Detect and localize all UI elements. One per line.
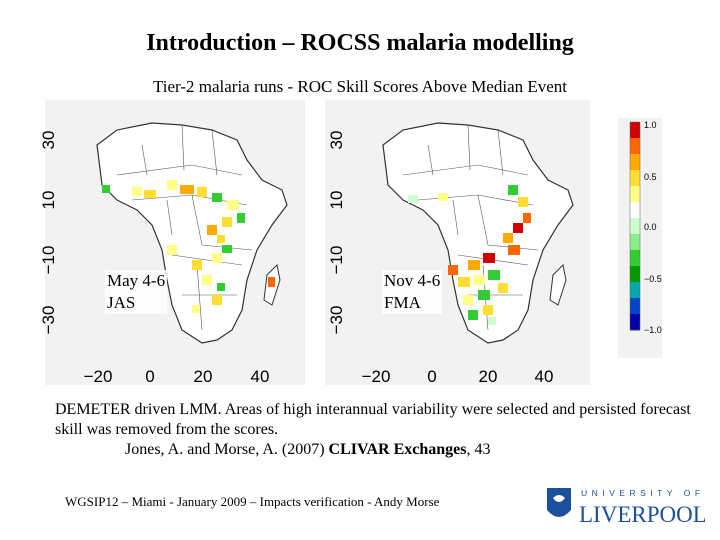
colorbar-swatch (630, 218, 640, 235)
colorbar: 1.0 0.5 0.0 −0.5 −1.0 (618, 118, 662, 358)
colorbar-swatch (630, 170, 640, 187)
colorbar-tick: −0.5 (644, 274, 662, 284)
slide-title: Introduction – ROCSS malaria modelling (146, 30, 574, 56)
x-tick: −20 (362, 367, 391, 386)
colorbar-swatch (630, 138, 640, 155)
footer: WGSIP12 – Miami - January 2009 – Impacts… (65, 494, 440, 509)
map-panel-may: 30 10 −10 −30 −20 0 20 40 (40, 100, 305, 386)
description-text: DEMETER driven LMM. Areas of high intera… (55, 401, 691, 438)
colorbar-swatch (630, 266, 640, 283)
colorbar-frame (629, 121, 641, 331)
logo-liverpool-text: LIVERPOOL (579, 502, 705, 527)
skill-cells (102, 180, 245, 313)
logo-university-text: UNIVERSITY OF (581, 488, 705, 498)
map-label-line: May 4-6 (107, 271, 166, 290)
skill-cells (408, 185, 531, 325)
citation-issue: , 43 (466, 441, 491, 458)
colorbar-tick: 0.5 (644, 172, 657, 182)
y-tick: −30 (327, 306, 346, 335)
map-label-line: FMA (384, 293, 421, 312)
y-tick: 30 (40, 131, 58, 150)
map-label-line: Nov 4-6 (384, 271, 441, 290)
map-label-line: JAS (107, 293, 136, 312)
madagascar-outline (549, 263, 567, 306)
madagascar-cell (268, 277, 275, 287)
x-tick: 20 (479, 367, 498, 386)
liver-bird-icon (553, 495, 565, 502)
country-borders (116, 124, 253, 331)
colorbar-swatch (630, 122, 640, 139)
shield-icon (547, 488, 571, 517)
y-tick: −10 (40, 246, 58, 275)
colorbar-swatches (630, 122, 640, 331)
map-panel-nov: 30 10 −10 −30 −20 0 20 40 (325, 100, 590, 386)
colorbar-tick: 1.0 (644, 120, 657, 130)
y-tick: 10 (40, 191, 58, 210)
x-tick: 20 (194, 367, 213, 386)
x-tick: 0 (145, 367, 154, 386)
university-logo: UNIVERSITY OF LIVERPOOL (547, 488, 705, 527)
colorbar-tick: −1.0 (644, 325, 662, 335)
colorbar-swatch (630, 202, 640, 219)
x-tick: 0 (427, 367, 436, 386)
y-tick: −30 (40, 306, 58, 335)
colorbar-swatch (630, 234, 640, 251)
y-tick: 30 (327, 131, 346, 150)
colorbar-swatch (630, 186, 640, 203)
roc-skill-maps: 30 10 −10 −30 −20 0 20 40 (40, 100, 662, 386)
colorbar-swatch (630, 314, 640, 331)
citation-journal: CLIVAR Exchanges (328, 441, 467, 458)
x-tick: 40 (251, 367, 270, 386)
y-tick: 10 (327, 191, 346, 210)
x-tick: −20 (84, 367, 113, 386)
y-tick: −10 (327, 246, 346, 275)
map-label-may: May 4-6 JAS (105, 270, 168, 314)
colorbar-tick: 0.0 (644, 222, 657, 232)
colorbar-swatch (630, 282, 640, 299)
colorbar-swatch (630, 250, 640, 267)
citation: Jones, A. and Morse, A. (2007) CLIVAR Ex… (55, 440, 695, 460)
citation-authors: Jones, A. and Morse, A. (2007) (125, 441, 329, 458)
colorbar-swatch (630, 298, 640, 315)
slide-subtitle: Tier-2 malaria runs - ROC Skill Scores A… (152, 77, 568, 96)
colorbar-swatch (630, 154, 640, 171)
map-label-nov: Nov 4-6 FMA (382, 270, 443, 314)
x-tick: 40 (535, 367, 554, 386)
description: DEMETER driven LMM. Areas of high intera… (55, 400, 695, 460)
